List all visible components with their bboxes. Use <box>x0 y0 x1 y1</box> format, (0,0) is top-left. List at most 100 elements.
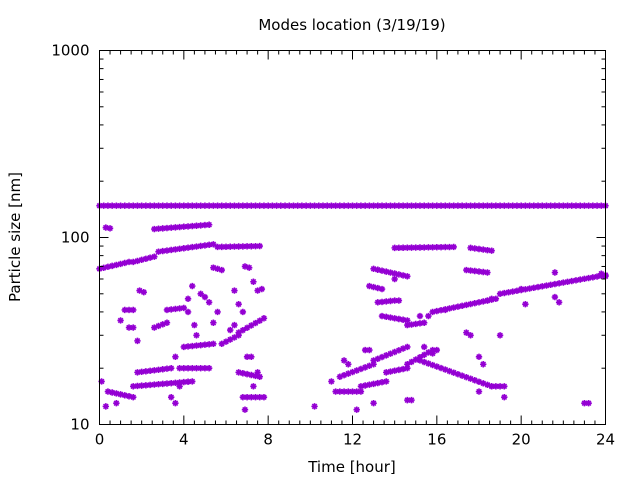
data-point <box>404 317 411 324</box>
data-point <box>429 202 436 209</box>
data-point <box>273 202 280 209</box>
data-point <box>543 282 550 289</box>
data-point <box>437 306 445 314</box>
data-point <box>201 202 209 209</box>
data-point <box>475 268 483 275</box>
data-point <box>214 202 221 209</box>
data-point <box>387 350 394 357</box>
data-point <box>370 265 377 273</box>
data-point <box>555 280 563 287</box>
data-point <box>336 202 344 209</box>
data-point <box>420 343 428 351</box>
data-point <box>210 241 217 248</box>
data-point <box>163 380 171 387</box>
data-point <box>522 202 529 209</box>
data-point <box>467 375 474 382</box>
data-point <box>366 381 373 388</box>
data-point <box>501 202 508 209</box>
data-point <box>391 367 398 374</box>
data-point <box>252 242 259 250</box>
data-point <box>458 372 466 379</box>
data-point <box>218 202 225 209</box>
data-point <box>176 223 183 231</box>
data-point <box>361 346 369 354</box>
data-point <box>412 320 419 328</box>
data-point <box>189 282 196 290</box>
data-point <box>117 317 124 324</box>
data-point <box>399 345 407 352</box>
data-point <box>378 312 386 320</box>
data-point <box>134 257 141 265</box>
data-point <box>125 306 133 314</box>
data-point <box>231 287 238 294</box>
data-point <box>210 340 217 348</box>
data-points <box>96 202 609 413</box>
data-point <box>248 202 255 209</box>
data-point <box>260 202 268 209</box>
data-point <box>254 369 261 376</box>
data-point <box>130 202 137 209</box>
data-point <box>248 371 255 379</box>
data-point <box>530 202 538 209</box>
data-point <box>290 202 297 209</box>
data-point <box>231 202 238 209</box>
data-point <box>151 324 158 331</box>
data-point <box>172 305 179 313</box>
data-point <box>585 202 592 209</box>
data-point <box>378 202 386 209</box>
data-point <box>480 380 487 387</box>
data-point <box>243 393 251 401</box>
data-point <box>547 281 554 288</box>
data-point <box>104 263 112 271</box>
data-point <box>471 267 478 275</box>
data-point <box>471 377 478 384</box>
data-point <box>463 266 470 274</box>
data-point <box>172 202 179 209</box>
data-point <box>442 366 449 373</box>
data-point <box>345 202 352 209</box>
data-point <box>488 383 495 390</box>
data-point <box>492 295 500 303</box>
data-point <box>163 306 171 314</box>
data-point <box>593 273 601 280</box>
data-point <box>241 263 249 270</box>
data-point <box>501 383 508 390</box>
data-point <box>454 202 462 209</box>
data-point <box>437 364 445 372</box>
data-point <box>227 243 234 250</box>
data-point <box>191 321 198 329</box>
data-point <box>522 286 529 293</box>
data-point <box>167 224 175 231</box>
data-point <box>551 202 559 209</box>
data-point <box>433 363 441 370</box>
data-point <box>163 247 171 254</box>
data-point <box>172 246 179 253</box>
x-tick-label: 8 <box>263 431 273 449</box>
data-point <box>231 321 238 329</box>
data-point <box>176 245 183 253</box>
data-point <box>404 273 411 280</box>
data-point <box>374 266 381 273</box>
data-point <box>100 202 107 209</box>
data-point <box>488 202 495 209</box>
data-point <box>167 393 175 401</box>
data-point <box>366 362 373 370</box>
data-point <box>383 268 390 275</box>
data-point <box>155 381 162 388</box>
data-point <box>416 312 424 320</box>
data-point <box>437 243 445 251</box>
data-point <box>366 202 373 209</box>
data-point <box>399 316 407 323</box>
data-point <box>505 202 512 209</box>
data-point <box>505 289 512 296</box>
data-point <box>496 383 504 390</box>
data-point <box>408 396 415 404</box>
data-point <box>395 366 403 374</box>
data-point <box>585 399 592 407</box>
data-point <box>433 307 441 315</box>
data-point <box>108 262 116 270</box>
data-point <box>193 365 200 372</box>
data-point <box>366 282 373 290</box>
data-point <box>138 202 145 209</box>
data-point <box>404 396 411 404</box>
